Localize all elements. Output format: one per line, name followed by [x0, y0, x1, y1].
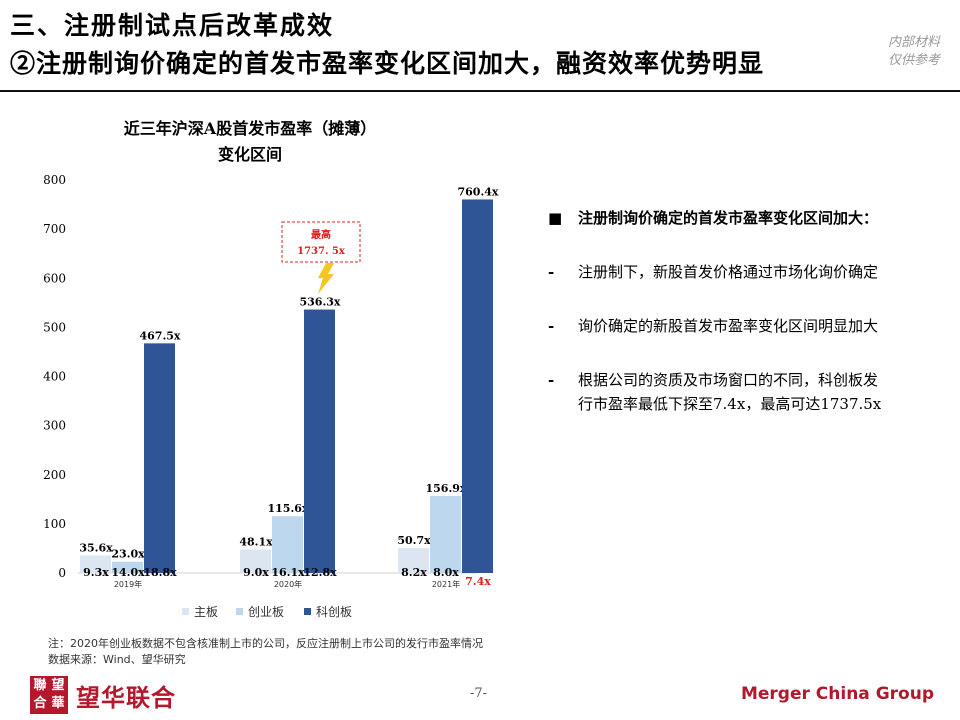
y-tick-label: 100 [43, 517, 66, 531]
watermark-line: 仅供参考 [887, 53, 940, 68]
logo-seal-char: 合 [33, 696, 47, 711]
logo-seal-char: 聯 [33, 678, 47, 693]
min-value-label: 9.3x [83, 566, 109, 579]
legend-swatch [182, 608, 189, 615]
bullet-sub-item: - 询价确定的新股首发市盈率变化区间明显加大 [548, 314, 888, 338]
chart-title-line: 近三年沪深A股首发市盈率（摊薄） [123, 119, 377, 138]
bullet-main-text: 注册制询价确定的首发市盈率变化区间加大： [578, 209, 879, 227]
bar-主板 [398, 548, 429, 573]
x-tick-label: 2019年 [114, 579, 142, 589]
min-value-label: 8.0x [433, 566, 459, 579]
max-value-label: 115.6x [267, 502, 308, 515]
dash-bullet: - [548, 371, 555, 389]
footnote-source: 数据来源：Wind、望华研究 [48, 653, 186, 666]
logo-seal-char: 華 [51, 696, 65, 711]
bullet-sub-text: 询价确定的新股首发市盈率变化区间明显加大 [578, 317, 879, 335]
min-value-label: 8.2x [401, 566, 427, 579]
min-value-label: 12.8x [303, 566, 337, 579]
legend-swatch [236, 608, 243, 615]
bar-科创板 [304, 309, 335, 573]
bar-创业板 [112, 561, 143, 573]
legend-label: 创业板 [248, 605, 284, 619]
y-tick-label: 300 [43, 419, 66, 433]
legend-label: 科创板 [316, 605, 352, 619]
min-value-label: 14.0x [111, 566, 145, 579]
company-logo: 聯 望 合 華 望华联合 [30, 676, 176, 714]
x-tick-label: 2021年 [432, 579, 460, 589]
bar-科创板 [462, 199, 493, 574]
chart-title: 近三年沪深A股首发市盈率（摊薄） 变化区间 [60, 116, 440, 168]
max-value-label: 467.5x [139, 329, 180, 342]
slide-title: ②注册制询价确定的首发市盈率变化区间加大，融资效率优势明显 [10, 49, 765, 78]
max-value-label: 48.1x [239, 535, 273, 548]
y-tick-label: 400 [43, 370, 66, 384]
bullet-main: ■ 注册制询价确定的首发市盈率变化区间加大： [548, 206, 888, 230]
legend-label: 主板 [194, 605, 218, 619]
header-divider [0, 90, 960, 92]
max-value-label: 760.4x [457, 185, 498, 198]
section-title: 三、注册制试点后改革成效 [10, 11, 335, 40]
brand-name: Merger China Group [740, 684, 934, 704]
footnote-note: 注：2020年创业板数据不包含核准制上市的公司，反应注册制上市公司的发行市盈率情… [48, 637, 483, 650]
min-value-label: 9.0x [243, 566, 269, 579]
y-tick-label: 600 [43, 271, 66, 285]
callout-value: 1737. 5x [297, 246, 346, 257]
bullet-list: ■ 注册制询价确定的首发市盈率变化区间加大： - 注册制下，新股首发价格通过市场… [548, 206, 888, 416]
max-value-label: 156.9x [425, 482, 466, 495]
square-bullet-icon: ■ [548, 209, 563, 227]
min-value-label: 7.4x [465, 575, 491, 588]
bullet-sub-item: - 根据公司的资质及市场窗口的不同，科创板发行市盈率最低下探至7.4x，最高可达… [548, 368, 888, 416]
max-value-label: 536.3x [299, 296, 340, 309]
bullet-sub-text: 根据公司的资质及市场窗口的不同，科创板发行市盈率最低下探至7.4x，最高可达17… [578, 371, 882, 413]
watermark: 内部材料 仅供参考 [888, 34, 940, 70]
bar-创业板 [430, 495, 461, 573]
bullet-sub-item: - 注册制下，新股首发价格通过市场化询价确定 [548, 260, 888, 284]
min-value-label: 18.8x [143, 566, 177, 579]
dash-bullet: - [548, 263, 555, 281]
y-tick-label: 800 [43, 173, 66, 187]
y-tick-label: 700 [43, 222, 66, 236]
footnote: 注：2020年创业板数据不包含核准制上市的公司，反应注册制上市公司的发行市盈率情… [48, 636, 483, 668]
bar-科创板 [144, 343, 175, 573]
chart-title-line: 变化区间 [217, 145, 282, 164]
callout-label: 最高 [311, 228, 331, 241]
max-value-label: 35.6x [79, 542, 113, 555]
bullet-sub-text: 注册制下，新股首发价格通过市场化询价确定 [578, 263, 879, 281]
bar-创业板 [272, 516, 303, 573]
y-tick-label: 200 [43, 468, 66, 482]
logo-seal-char: 望 [51, 678, 65, 693]
bar-主板 [80, 555, 111, 573]
bar-主板 [240, 549, 271, 573]
logo-text: 望华联合 [76, 683, 176, 712]
max-value-label: 23.0x [111, 548, 145, 561]
y-tick-label: 0 [58, 566, 66, 580]
lightning-icon [318, 263, 334, 294]
legend-swatch [304, 608, 311, 615]
watermark-line: 内部材料 [887, 35, 940, 50]
x-tick-label: 2020年 [274, 579, 302, 589]
min-value-label: 16.1x [271, 566, 305, 579]
max-value-label: 50.7x [397, 534, 431, 547]
dash-bullet: - [548, 317, 555, 335]
y-tick-label: 500 [43, 320, 66, 334]
callout-box [281, 221, 361, 263]
page-number: -7- [470, 686, 488, 701]
logo-seal-icon: 聯 望 合 華 [30, 676, 68, 714]
